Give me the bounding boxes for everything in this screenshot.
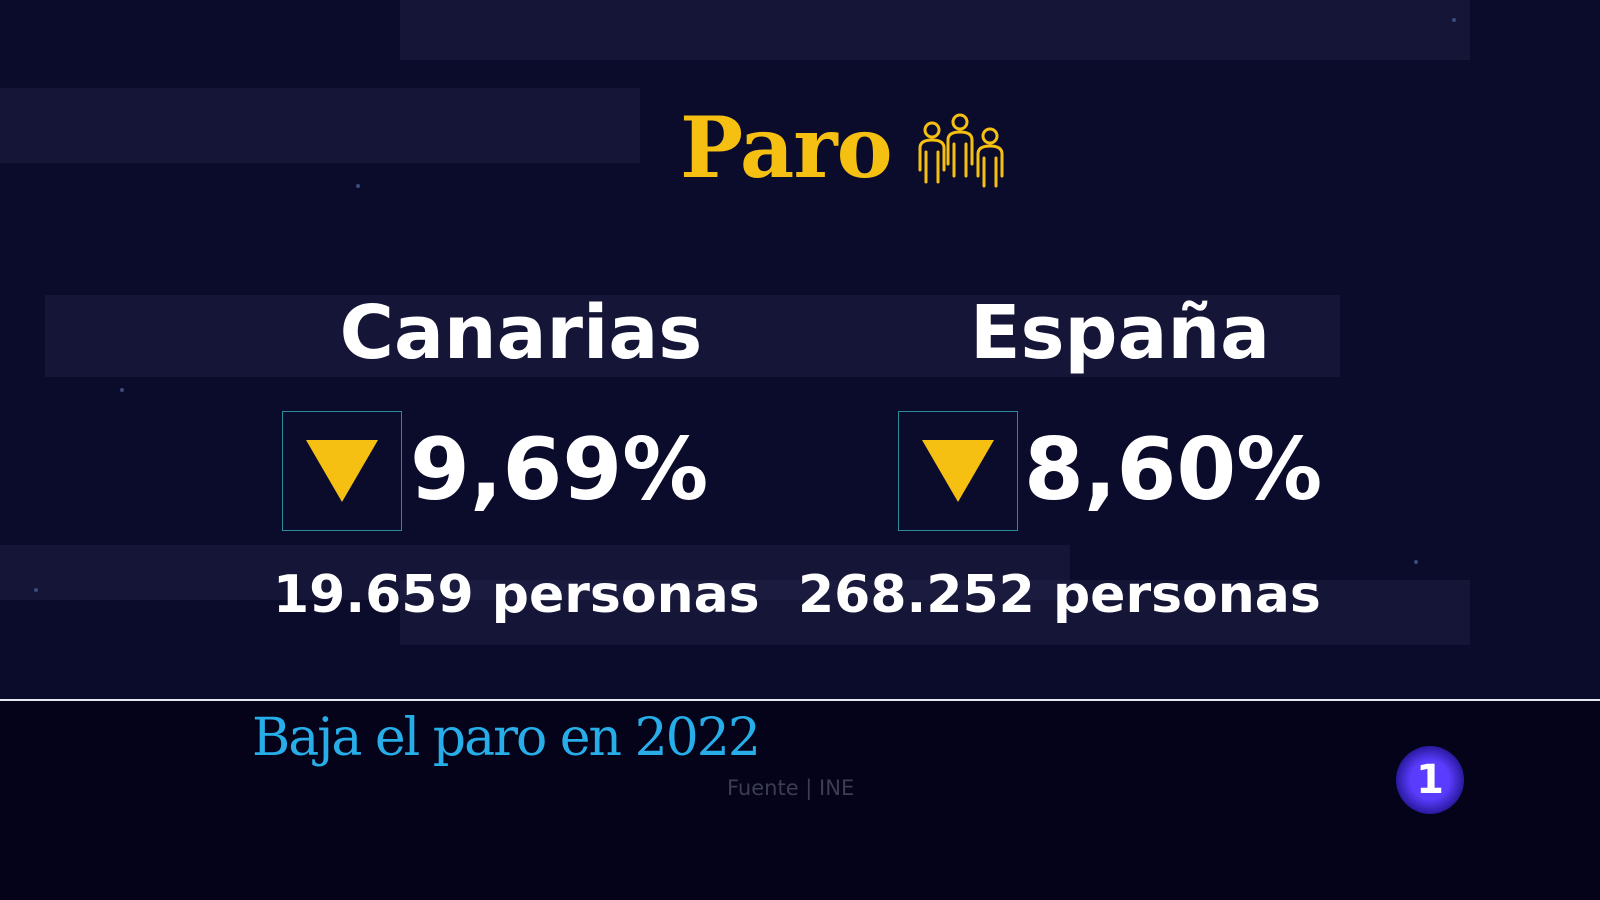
unemployed-count: 19.659 personas (273, 565, 760, 625)
unemployment-rate: 9,69% (410, 420, 709, 520)
trend-box (898, 411, 1018, 531)
background-band (0, 88, 640, 163)
unemployment-rate: 8,60% (1024, 420, 1323, 520)
region-name: España (969, 290, 1271, 376)
background-band (45, 295, 1340, 377)
page-title: Paro (680, 98, 893, 197)
headline: Baja el paro en 2022 (252, 708, 761, 768)
divider (0, 699, 1600, 701)
background-band (400, 0, 1470, 60)
lower-third (0, 701, 1600, 900)
star (120, 388, 124, 392)
unemployed-count: 268.252 personas (798, 565, 1321, 625)
down-triangle-icon (922, 440, 994, 502)
star (356, 184, 360, 188)
background-band (400, 580, 1470, 645)
star (1414, 560, 1418, 564)
region-name: Canarias (339, 290, 703, 376)
trend-box (282, 411, 402, 531)
channel-logo: 1 (1396, 746, 1464, 814)
background-band (0, 545, 1070, 600)
source-label: Fuente | INE (727, 776, 855, 800)
star (34, 588, 38, 592)
star (1452, 18, 1456, 22)
down-triangle-icon (306, 440, 378, 502)
people-group-icon (918, 113, 1004, 188)
